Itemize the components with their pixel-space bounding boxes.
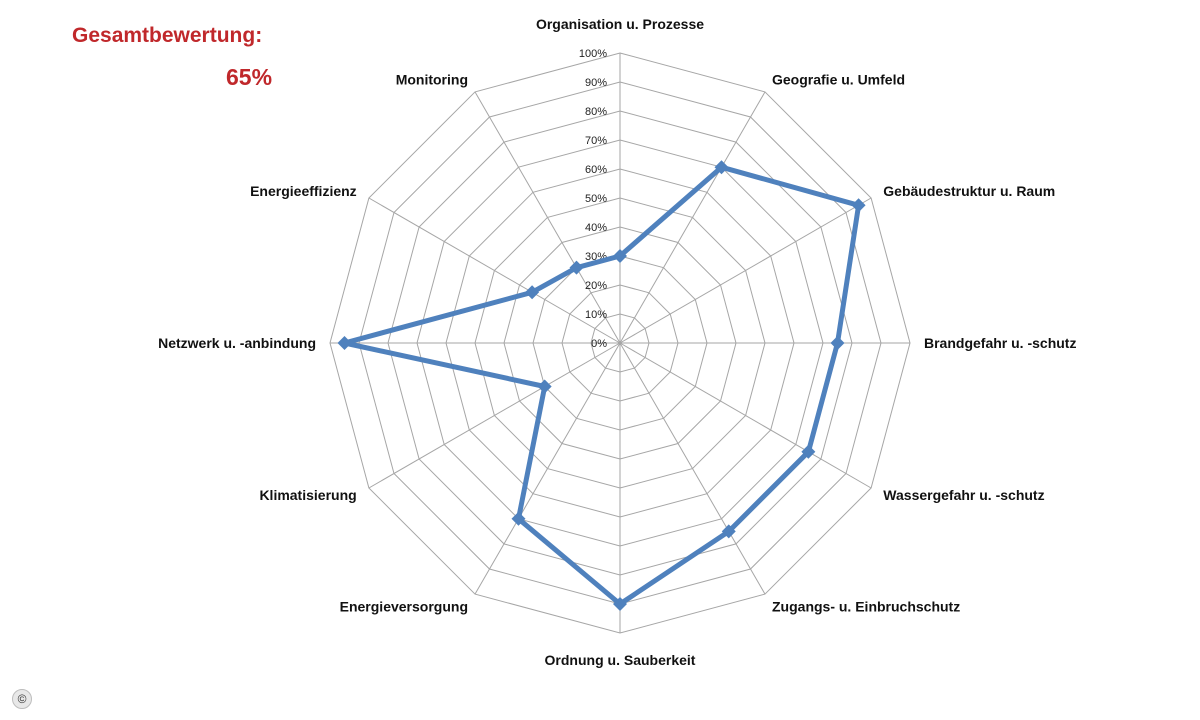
data-point-marker <box>511 511 526 526</box>
category-label: Ordnung u. Sauberkeit <box>545 652 696 668</box>
tick-label: 90% <box>585 77 607 89</box>
axis-spoke <box>474 342 621 595</box>
category-label: Energieversorgung <box>340 598 468 614</box>
data-point-marker <box>830 336 845 350</box>
category-labels: Organisation u. Prozesse Geografie u. Umf… <box>158 16 1076 668</box>
category-label: Brandgefahr u. -schutz <box>924 335 1076 351</box>
category-label: Wassergefahr u. -schutz <box>883 487 1044 503</box>
data-point-marker <box>851 198 866 213</box>
data-point-marker <box>337 336 352 350</box>
data-series <box>337 160 866 611</box>
tick-label: 100% <box>579 48 607 60</box>
category-label: Netzwerk u. -anbindung <box>158 335 316 351</box>
axis-spoke <box>368 342 621 489</box>
axis-spoke <box>368 197 621 344</box>
tick-label: 0% <box>591 338 607 350</box>
category-label: Gebäudestruktur u. Raum <box>883 183 1055 199</box>
tick-label: 50% <box>585 193 607 205</box>
axis-spoke <box>619 342 766 595</box>
radial-axis-ticks: 0%10%20%30%40%50%60%70%80%90%100% <box>579 48 607 350</box>
data-point-marker <box>613 249 627 263</box>
axis-spoke <box>474 91 621 344</box>
data-point-marker <box>537 379 552 394</box>
data-point-marker <box>613 597 627 611</box>
overall-rating-value: 65% <box>226 64 273 90</box>
data-point-marker <box>714 160 729 175</box>
category-label: Zugangs- u. Einbruchschutz <box>772 598 960 614</box>
tick-label: 10% <box>585 309 607 321</box>
category-label: Monitoring <box>396 72 468 88</box>
category-label: Klimatisierung <box>259 487 356 503</box>
copyright-icon: © <box>12 689 32 709</box>
axis-spoke <box>619 197 872 344</box>
category-label: Geografie u. Umfeld <box>772 72 905 88</box>
chart-grid <box>329 52 911 634</box>
axis-spoke <box>619 91 766 344</box>
data-point-marker <box>525 285 540 300</box>
overall-rating-label: Gesamtbewertung: <box>72 24 263 47</box>
category-label: Organisation u. Prozesse <box>536 16 704 32</box>
tick-label: 20% <box>585 280 607 292</box>
axis-spoke <box>619 342 872 489</box>
tick-label: 60% <box>585 164 607 176</box>
data-point-marker <box>569 260 584 275</box>
data-point-marker <box>801 444 816 459</box>
data-point-marker <box>721 524 736 539</box>
tick-label: 70% <box>585 135 607 147</box>
tick-label: 40% <box>585 222 607 234</box>
tick-label: 80% <box>585 106 607 118</box>
category-label: Energieeffizienz <box>250 183 357 199</box>
